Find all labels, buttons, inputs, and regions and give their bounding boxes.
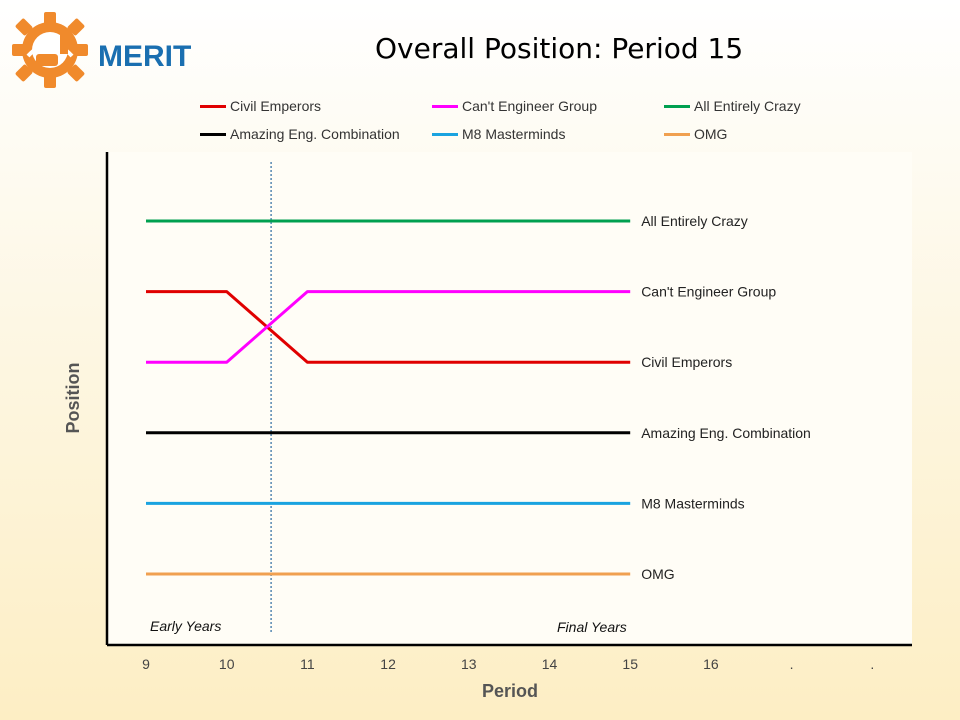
- legend-swatch: [200, 104, 226, 108]
- x-tick-label: 12: [380, 656, 396, 672]
- legend-label: Amazing Eng. Combination: [230, 126, 400, 142]
- legend-item-can-t-engineer-group: Can't Engineer Group: [432, 98, 597, 114]
- chart-title: Overall Position: Period 15: [375, 32, 744, 65]
- x-tick-label: 9: [142, 656, 150, 672]
- legend-item-all-entirely-crazy: All Entirely Crazy: [664, 98, 801, 114]
- gear-bridge-logo-icon: [12, 12, 88, 88]
- legend-item-amazing-eng-combination: Amazing Eng. Combination: [200, 126, 400, 142]
- legend-item-omg: OMG: [664, 126, 727, 142]
- legend-label: Civil Emperors: [230, 98, 322, 114]
- series-line-civil-emperors: [146, 290, 631, 364]
- y-axis-label: Position: [63, 363, 83, 434]
- x-axis-label: Period: [482, 681, 538, 701]
- x-tick-label: 16: [703, 656, 719, 672]
- end-label-can-t-engineer-group: Can't Engineer Group: [641, 284, 776, 300]
- legend-label: Can't Engineer Group: [462, 98, 597, 114]
- logo-text: MERIT: [98, 40, 192, 73]
- end-label-amazing-eng-combination: Amazing Eng. Combination: [641, 425, 811, 441]
- legend-swatch: [432, 104, 458, 108]
- merit-logo: MERIT: [10, 10, 191, 90]
- x-tick-label: 11: [300, 656, 315, 672]
- x-tick-label: 13: [461, 656, 477, 672]
- legend-swatch: [200, 132, 226, 136]
- legend-label: M8 Masterminds: [462, 126, 566, 142]
- end-label-all-entirely-crazy: All Entirely Crazy: [641, 213, 748, 229]
- legend-label: All Entirely Crazy: [694, 98, 801, 114]
- legend-label: OMG: [694, 126, 728, 142]
- legend-swatch: [664, 132, 690, 136]
- x-tick-label: 14: [542, 656, 558, 672]
- end-label-m8-masterminds: M8 Masterminds: [641, 495, 744, 511]
- legend-item-civil-emperors: Civil Emperors: [200, 98, 321, 114]
- x-tick-label: .: [870, 656, 874, 672]
- series-line-can-t-engineer-group: [146, 290, 631, 364]
- plot-area: [107, 152, 912, 645]
- legend-swatch: [432, 132, 458, 136]
- x-tick-label: 10: [219, 656, 235, 672]
- legend-swatch: [664, 104, 690, 108]
- x-tick-label: .: [790, 656, 794, 672]
- annotation-final-years: Final Years: [557, 619, 627, 635]
- legend-item-m8-masterminds: M8 Masterminds: [432, 126, 565, 142]
- x-tick-label: 15: [622, 656, 638, 672]
- end-label-omg: OMG: [641, 566, 674, 582]
- end-label-civil-emperors: Civil Emperors: [641, 354, 732, 370]
- annotation-early-years: Early Years: [150, 618, 221, 634]
